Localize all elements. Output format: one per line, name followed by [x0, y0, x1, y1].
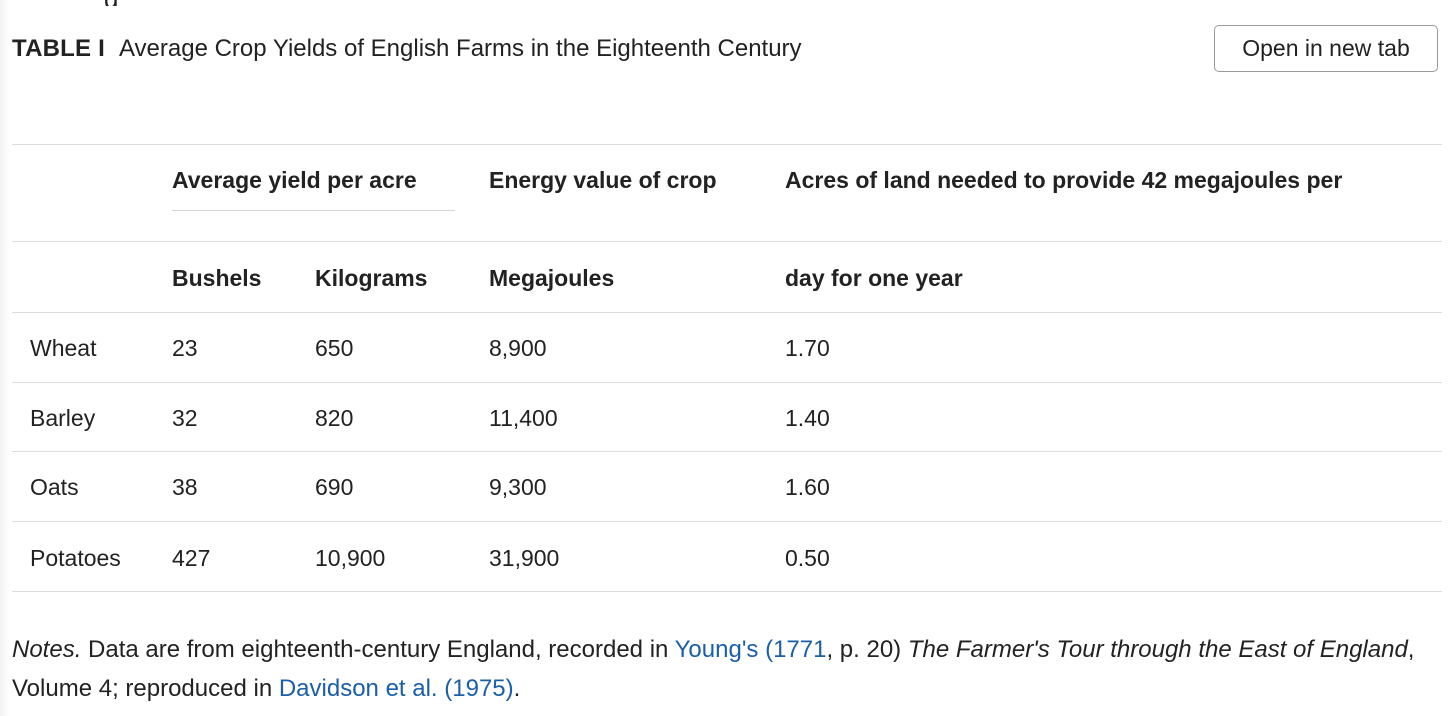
notes-text: Data are from eighteenth-century England… — [81, 636, 675, 663]
acres-value: 1.60 — [785, 474, 830, 500]
table-top-rule — [12, 144, 1442, 145]
davidson-citation-link[interactable]: Davidson et al. (1975) — [278, 675, 514, 702]
kilograms-value: 10,900 — [315, 545, 386, 571]
bushels-value: 38 — [172, 474, 198, 500]
header-average-yield: Average yield per acre — [172, 167, 417, 193]
table-caption: TABLE I Average Crop Yields of English Fa… — [12, 32, 802, 66]
header-divider — [12, 241, 1442, 242]
table-bottom-rule — [12, 591, 1442, 592]
acres-value: 0.50 — [785, 545, 830, 571]
yield-group-underline — [172, 210, 455, 211]
megajoules-value: 31,900 — [489, 545, 560, 571]
row-divider — [12, 382, 1442, 383]
crop-name: Barley — [30, 405, 96, 431]
header-acres-continued: day for one year — [785, 265, 963, 291]
book-title: The Farmer's Tour through the East of En… — [907, 636, 1408, 663]
bushels-value: 23 — [172, 335, 198, 361]
kilograms-value: 650 — [315, 335, 354, 361]
acres-value: 1.70 — [785, 335, 830, 361]
header-bottom-rule — [12, 312, 1442, 313]
notes-text: . — [513, 675, 521, 702]
crop-name: Potatoes — [30, 545, 121, 571]
megajoules-value: 8,900 — [489, 335, 547, 361]
notes-prefix: Notes. — [12, 636, 82, 663]
header-megajoules: Megajoules — [489, 265, 615, 291]
header-kilograms: Kilograms — [315, 265, 428, 291]
bushels-value: 427 — [172, 545, 211, 571]
open-in-new-tab-button[interactable]: Open in new tab — [1214, 25, 1438, 72]
notes-text: , p. 20) — [826, 636, 908, 663]
header-energy-value: Energy value of crop — [489, 167, 717, 193]
row-divider — [12, 451, 1442, 452]
megajoules-value: 9,300 — [489, 474, 547, 500]
table-notes: Notes. Data are from eighteenth-century … — [12, 630, 1442, 708]
table-label: TABLE I — [12, 35, 105, 62]
table-title: Average Crop Yields of English Farms in … — [118, 35, 802, 62]
young-citation-link[interactable]: Young's (1771 — [674, 636, 827, 663]
notes-text: , Volume 4; reproduced in — [12, 636, 1415, 702]
row-divider — [12, 521, 1442, 522]
page-edge-shadow — [0, 0, 10, 716]
kilograms-value: 820 — [315, 405, 354, 431]
clipped-text-fragment: g — [104, 0, 126, 6]
header-bushels: Bushels — [172, 265, 262, 291]
acres-value: 1.40 — [785, 405, 830, 431]
kilograms-value: 690 — [315, 474, 354, 500]
crop-name: Oats — [30, 474, 79, 500]
megajoules-value: 11,400 — [489, 405, 558, 431]
crop-name: Wheat — [30, 335, 97, 361]
bushels-value: 32 — [172, 405, 198, 431]
header-acres-needed: Acres of land needed to provide 42 megaj… — [785, 167, 1343, 193]
